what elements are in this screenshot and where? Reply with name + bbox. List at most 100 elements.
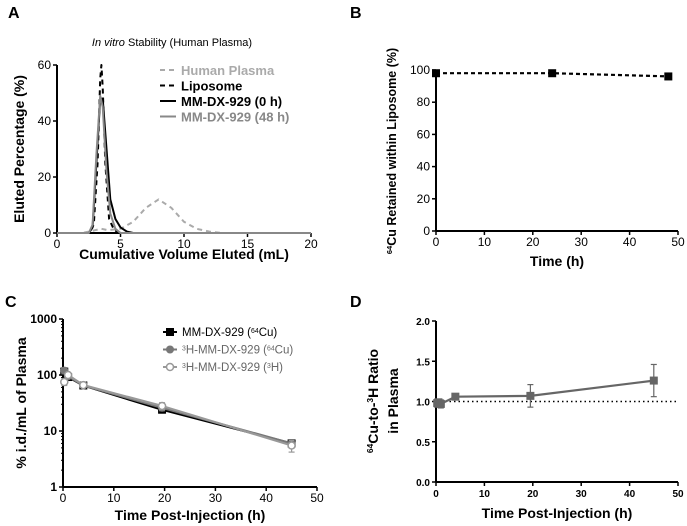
chart-title-part: In vitro [92,37,125,49]
legend-label-part: Cu) [275,345,294,357]
series-line [436,72,669,78]
series-line [436,379,654,405]
y-tick-label: 20 [417,192,431,206]
y-tick-label: 10 [44,424,58,438]
y-tick-label: 2.0 [416,317,430,328]
y-tick-label: 40 [38,114,52,128]
x-tick-label: 30 [209,491,223,505]
legend-label-part: 3 [182,345,186,352]
data-point [60,377,69,387]
x-axis-label-part: Time Post-Injection (h) [115,507,266,523]
x-tick-label: 50 [672,489,684,500]
legend-label: 3H-MM-DX-929 (3H) [182,362,283,374]
data-point [649,376,658,385]
series-0 [432,69,673,81]
y-tick-label: 1.5 [416,357,430,368]
series-0 [433,363,658,409]
series-line [57,94,311,234]
legend-label: 3H-MM-DX-929 (64Cu) [182,345,293,357]
y-axis-label-line2-part: in Plasma [385,368,401,434]
legend-label-part: MM-DX-929 ( [182,327,251,339]
legend-label: Liposome [181,79,242,94]
x-axis-label-part: Cumulative Volume Eluted (mL) [79,246,289,262]
data-point [436,399,445,408]
y-tick-label: 0.0 [416,478,430,489]
x-tick-label: 30 [575,235,589,249]
data-point [432,69,440,78]
y-tick-label: 60 [38,58,52,72]
series-line [57,97,311,234]
x-axis-label-part: Time Post-Injection (h) [482,505,633,521]
y-tick-label: 80 [417,95,431,109]
x-tick-label: 0 [60,491,67,505]
x-tick-label: 10 [177,237,191,251]
x-tick-label: 10 [479,489,491,500]
legend-label-part: Cu) [259,327,278,339]
series-line [63,373,292,447]
y-axis-label-part: % i.d./mL of Plasma [13,337,29,468]
y-axis-label-part: Eluted Percentage (%) [11,75,27,223]
x-tick-label: 0 [433,235,440,249]
x-tick-label: 40 [260,491,274,505]
x-tick-label: 15 [241,237,255,251]
panel-a: A 0 5 10 15 20 0 20 40 60 In vitro Stability (Huma… [8,5,318,262]
x-tick-label: 40 [624,489,636,500]
legend-label-part: 64 [251,328,259,335]
panel-c: C 0 10 20 30 40 50 1 10 100 1000 Time Post-Injectio… [5,294,324,523]
y-axis-label-part: Cu-to- [365,402,381,444]
data-point [451,392,460,401]
x-axis-label: Time Post-Injection (h) [115,507,266,523]
chart-title-part: Stability (Human Plasma) [125,37,252,49]
series-0 [57,198,311,234]
y-axis-label-line2: in Plasma [385,368,401,434]
x-axis-label-part: Time (h) [530,253,584,269]
y-tick-label: 1.0 [416,398,430,409]
y-tick-label: 100 [410,63,430,77]
y-tick-label: 0 [423,224,430,238]
legend-label: MM-DX-929 (0 h) [181,94,282,109]
x-tick-label: 20 [304,237,318,251]
panel-letter: D [350,294,362,311]
legend-label-part: 64 [267,345,275,352]
data-point [157,401,167,411]
x-tick-label: 10 [478,235,492,249]
chart-title: In vitro Stability (Human Plasma) [92,37,252,49]
data-point [63,370,73,380]
series-line [57,198,311,234]
x-tick-label: 30 [576,489,588,500]
legend-label-part: 3 [182,363,186,370]
legend-label-part: H) [271,362,283,374]
y-tick-label: 60 [417,127,431,141]
y-axis-label: Eluted Percentage (%) [11,75,27,223]
data-point [664,72,673,81]
series-2 [60,370,296,453]
legend-label: MM-DX-929 (64Cu) [182,327,277,339]
series-3 [57,94,311,234]
x-axis-label: Time (h) [530,253,584,269]
x-tick-label: 40 [623,235,637,249]
x-tick-label: 5 [117,237,124,251]
y-axis-label: 64Cu-to-3H Ratio [365,349,381,453]
panel-letter: C [5,294,17,311]
x-tick-label: 20 [158,491,172,505]
legend-marker [166,328,174,336]
legend-label: MM-DX-929 (48 h) [181,110,289,125]
x-tick-label: 0 [54,237,61,251]
data-point [548,69,557,78]
data-point [287,441,296,450]
series-line [63,370,292,445]
y-tick-label: 40 [417,160,431,174]
panel-d: D 0 10 20 30 40 50 0.0 0.5 1.0 1.5 2.0 Time Post-Inj… [350,294,684,521]
y-tick-label: 100 [37,368,57,382]
x-tick-label: 50 [671,235,685,249]
legend-marker [165,362,175,372]
y-tick-label: 0.5 [416,438,430,449]
panel-letter: A [8,5,20,22]
x-tick-label: 20 [527,489,539,500]
panel-b: B 0 10 20 30 40 50 0 20 40 60 80 100 Time (h) 64Cu Ret… [350,5,685,269]
legend-label-part: H-MM-DX-929 ( [186,362,267,374]
data-point [526,391,535,400]
panel-letter: B [350,5,362,22]
legend-label-part: 3 [267,363,271,370]
